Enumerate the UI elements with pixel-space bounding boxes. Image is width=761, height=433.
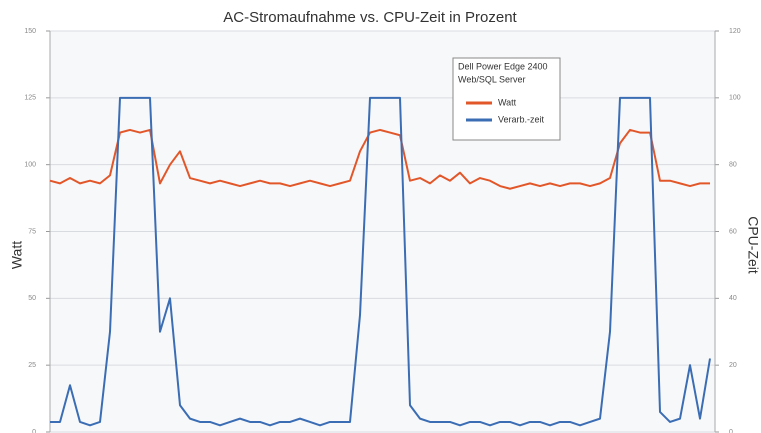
y2-tick-label: 80: [729, 162, 737, 169]
y-tick-label: 75: [28, 228, 36, 235]
legend: Dell Power Edge 2400 Web/SQL Server Watt…: [452, 57, 561, 141]
y-tick-label: 25: [28, 362, 36, 369]
y-tick-label: 125: [24, 95, 36, 102]
legend-title: Web/SQL Server: [458, 74, 526, 84]
legend-label: Verarb.-zeit: [498, 114, 545, 124]
y-tick-label: 100: [24, 162, 36, 169]
y2-tick-label: 40: [729, 295, 737, 302]
legend-box: [452, 57, 561, 141]
legend-label: Watt: [498, 97, 517, 107]
y-tick-label: 150: [24, 28, 36, 35]
y-tick-label: 50: [28, 295, 36, 302]
y-axis-label: Watt: [9, 241, 25, 269]
y-tick-label: 0: [32, 429, 36, 433]
y2-tick-label: 120: [729, 28, 741, 35]
legend-title: Dell Power Edge 2400: [458, 61, 548, 71]
series-line: [50, 96, 711, 427]
y2-tick-label: 20: [729, 362, 737, 369]
y2-tick-label: 0: [729, 429, 733, 433]
series-line: [49, 128, 710, 190]
y2-tick-label: 100: [729, 95, 741, 102]
chart-title: AC-Stromaufnahme vs. CPU-Zeit in Prozent: [223, 9, 517, 26]
y2-axis-label: CPU-Zeit: [745, 216, 761, 274]
y2-tick-label: 60: [729, 228, 737, 235]
